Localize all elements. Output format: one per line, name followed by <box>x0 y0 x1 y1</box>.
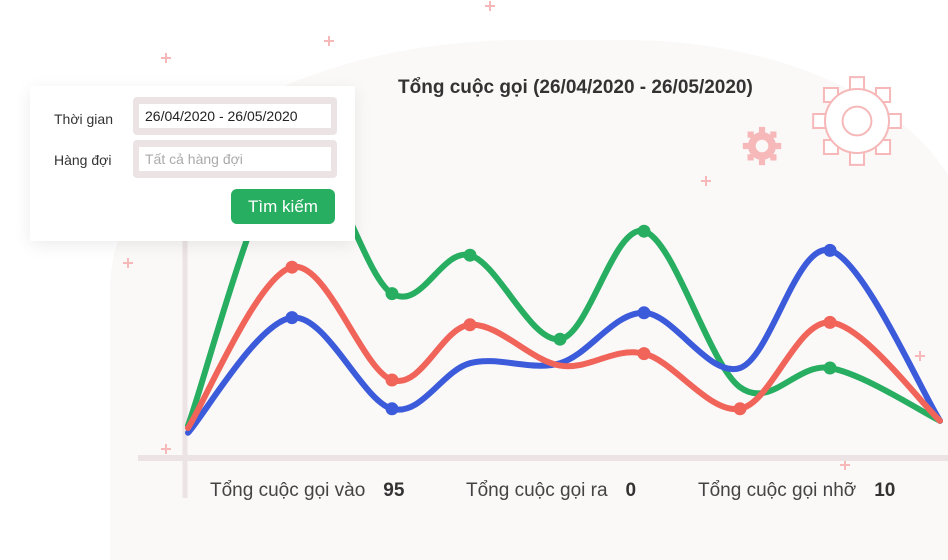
time-range-input[interactable] <box>139 104 331 128</box>
queue-field-frame <box>133 140 337 178</box>
plus-icon <box>915 351 925 361</box>
time-field-frame <box>133 97 337 135</box>
filter-card: Thời gian Hàng đợi Tìm kiếm <box>30 86 355 241</box>
data-point <box>285 260 299 274</box>
plus-icon <box>161 444 171 454</box>
data-point <box>733 402 747 416</box>
data-point <box>385 287 399 301</box>
stat-value: 0 <box>625 480 637 501</box>
stat-incoming: Tổng cuộc gọi vào 95 <box>210 480 404 502</box>
data-point <box>823 361 837 375</box>
stat-label: Tổng cuộc gọi ra <box>466 480 608 501</box>
series-line-1 <box>185 247 943 436</box>
stat-label: Tổng cuộc gọi nhỡ <box>698 480 857 501</box>
chart-title: Tổng cuộc gọi (26/04/2020 - 26/05/2020) <box>398 77 753 98</box>
data-point <box>285 311 299 325</box>
plus-icon <box>485 1 495 11</box>
data-point <box>463 318 477 332</box>
data-point <box>823 243 837 257</box>
stat-value: 10 <box>874 480 896 501</box>
time-label: Thời gian <box>54 111 113 127</box>
stat-outgoing: Tổng cuộc gọi ra 0 <box>466 480 636 502</box>
queue-input[interactable] <box>139 147 331 171</box>
stat-value: 95 <box>383 480 405 501</box>
series-line-2 <box>185 264 943 431</box>
stat-label: Tổng cuộc gọi vào <box>210 480 366 501</box>
stat-missed: Tổng cuộc gọi nhỡ 10 <box>698 480 895 502</box>
search-button[interactable]: Tìm kiếm <box>231 189 335 224</box>
plus-icon <box>123 258 133 268</box>
plus-icon <box>840 460 850 470</box>
plus-icon <box>701 176 711 186</box>
plus-icon <box>324 36 334 46</box>
data-point <box>637 306 651 320</box>
data-point <box>385 402 399 416</box>
series-lines <box>185 144 943 436</box>
plus-icon <box>161 53 171 63</box>
decorations <box>123 1 925 470</box>
data-point <box>823 315 837 329</box>
gear-icon <box>812 76 902 166</box>
calls-chart <box>123 1 948 498</box>
data-point <box>385 373 399 387</box>
queue-label: Hàng đợi <box>54 152 112 168</box>
data-point <box>463 248 477 262</box>
data-point <box>553 332 567 346</box>
gear-icon <box>742 126 782 166</box>
data-point <box>637 224 651 238</box>
data-point <box>637 347 651 361</box>
